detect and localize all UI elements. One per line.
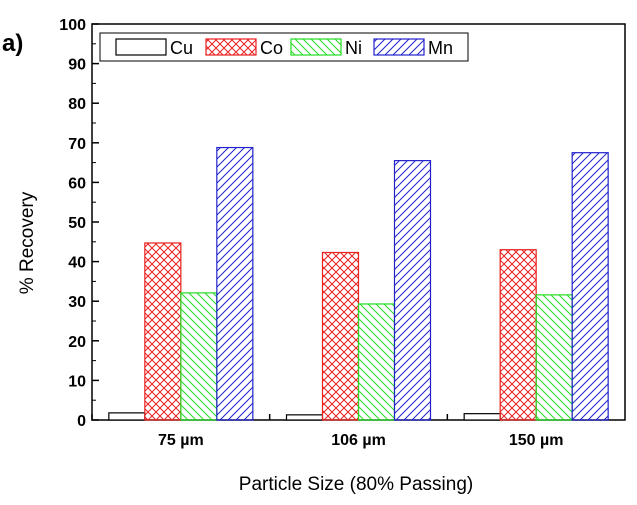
y-tick-label: 30 [68, 294, 86, 311]
legend-swatch-mn [373, 38, 425, 56]
y-tick-label: 50 [68, 215, 86, 232]
x-category-label: 106 µm [331, 432, 386, 449]
bar-ni [180, 292, 218, 421]
bar-ni [535, 294, 573, 421]
bar-co [144, 242, 182, 421]
bar-co [499, 249, 537, 421]
x-axis-title: Particle Size (80% Passing) [239, 474, 473, 495]
legend-label-mn: Mn [428, 38, 453, 58]
y-tick-label: 90 [68, 57, 86, 74]
legend-label-co: Co [260, 38, 283, 58]
legend-swatch-cu [115, 38, 167, 56]
bar-mn [571, 152, 609, 421]
y-tick-label: 60 [68, 175, 86, 192]
plot-area: 0 10 20 30 40 50 60 70 80 90 100 75 µm 106 µm 150 µm C… [59, 17, 626, 449]
y-tick-label: 100 [59, 17, 86, 34]
y-tick-label: 10 [68, 373, 86, 390]
bar-cu [285, 414, 324, 421]
y-tick-label: 70 [68, 136, 86, 153]
panel-label: a) [2, 30, 23, 57]
x-category-label: 150 µm [509, 432, 564, 449]
legend-swatch-co [205, 38, 257, 56]
bar-ni [357, 303, 396, 421]
bar-mn [216, 146, 254, 421]
x-category-label: 75 µm [158, 432, 204, 449]
bar-cu [108, 412, 146, 421]
bar-co [321, 251, 360, 421]
legend-swatch-ni [290, 38, 342, 56]
y-axis-title: % Recovery [17, 191, 38, 294]
y-tick-label: 80 [68, 96, 86, 113]
legend-label-cu: Cu [170, 38, 193, 58]
y-tick-label: 20 [68, 334, 86, 351]
y-tick-label: 0 [77, 413, 86, 430]
y-tick-label: 40 [68, 255, 86, 272]
bar-cu [463, 413, 501, 421]
bar-mn [393, 160, 432, 421]
legend-label-ni: Ni [345, 38, 362, 58]
